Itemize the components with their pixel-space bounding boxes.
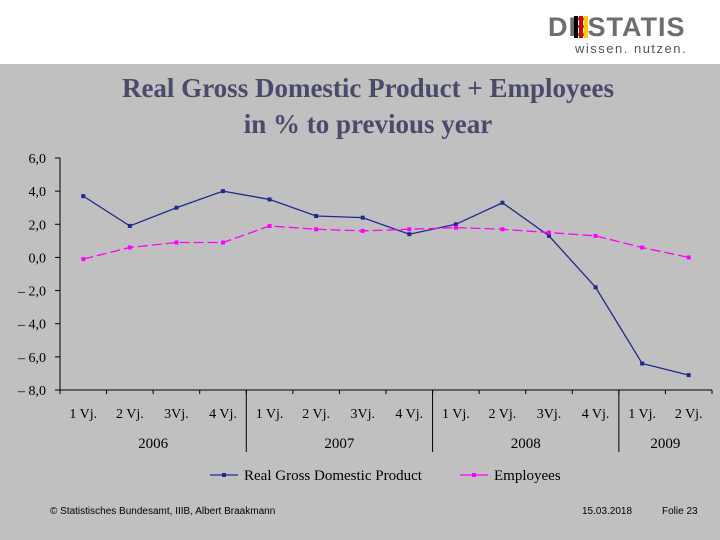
- x-tick-label: 3Vj.: [164, 407, 189, 422]
- series-line-employees: [83, 225, 689, 260]
- logo-bar-gold: [584, 16, 588, 38]
- logo-tagline: wissen. nutzen.: [575, 41, 688, 56]
- chart-title-line-1: Real Gross Domestic Product + Employees: [121, 73, 615, 103]
- data-point-employees: [221, 240, 225, 245]
- y-tick-label: 0,0: [29, 251, 47, 266]
- copyright-text: © Statistisches Bundesamt, IIIB, Albert …: [50, 506, 276, 517]
- logo-bar-black: [574, 16, 578, 38]
- x-tick-label: 2 Vj.: [489, 407, 517, 422]
- x-tick-label: 4 Vj.: [209, 407, 237, 422]
- x-tick-label: 1 Vj.: [628, 407, 656, 422]
- data-point-employees: [267, 223, 272, 228]
- x-tick-label: 2 Vj.: [302, 407, 330, 422]
- x-group-label: 2007: [324, 436, 355, 452]
- series-line-gdp: [82, 190, 689, 376]
- data-point-employees: [407, 227, 412, 232]
- data-point-gdp: [267, 197, 272, 202]
- destatis-logo: DESTATIS wissen. nutzen.: [548, 12, 708, 56]
- x-tick-label: 3Vj.: [350, 407, 375, 422]
- data-point-employees: [127, 245, 132, 250]
- data-point-employees: [640, 245, 645, 250]
- slide-number: Folie 23: [662, 506, 698, 517]
- header-bar: DESTATIS wissen. nutzen.: [0, 0, 720, 64]
- legend-label-gdp: Real Gross Domestic Product: [244, 468, 423, 484]
- logo-flag-bars: [574, 16, 590, 38]
- logo-wordmark: DESTATIS: [548, 12, 686, 42]
- chart-axes: [55, 157, 713, 452]
- data-point-employees: [593, 233, 598, 238]
- legend-marker: [222, 473, 226, 477]
- x-tick-label: 2 Vj.: [675, 407, 703, 422]
- data-point-gdp: [360, 215, 365, 220]
- data-point-gdp: [407, 232, 412, 237]
- data-point-employees: [453, 225, 458, 230]
- x-tick-labels: 1 Vj. 2 Vj. 3Vj. 4 Vj. 1 Vj. 2 Vj. 3Vj. 4 Vj. 1 …: [69, 407, 702, 422]
- chart-title: Real Gross Domestic Product + Employees …: [0, 70, 720, 142]
- legend-label-employees: Employees: [494, 468, 561, 484]
- data-point-employees: [500, 227, 505, 232]
- x-tick-label: 4 Vj.: [582, 407, 610, 422]
- data-point-gdp: [593, 285, 598, 290]
- chart-series: [81, 189, 691, 378]
- data-point-employees: [686, 255, 691, 260]
- x-tick-label: 1 Vj.: [256, 407, 284, 422]
- data-point-employees: [547, 230, 551, 235]
- line-chart: 6,0 4,0 2,0 0,0 – 2,0 – 4,0 – 6,0 – 8,0 1 Vj. 2 …: [17, 152, 713, 484]
- x-tick-label: 1 Vj.: [69, 407, 97, 422]
- y-tick-label: – 6,0: [17, 351, 46, 366]
- x-group-label: 2009: [650, 436, 680, 452]
- data-point-employees: [174, 240, 179, 245]
- x-tick-label: 4 Vj.: [395, 407, 423, 422]
- data-point-gdp: [221, 189, 225, 194]
- y-tick-label: 4,0: [29, 185, 47, 200]
- chart-title-line-2: in % to previous year: [243, 109, 493, 139]
- y-tick-label: – 4,0: [17, 318, 46, 333]
- x-tick-label: 1 Vj.: [442, 407, 470, 422]
- y-tick-labels: 6,0 4,0 2,0 0,0 – 2,0 – 4,0 – 6,0 – 8,0: [17, 152, 46, 399]
- logo-bar-red: [579, 16, 583, 38]
- y-tick-label: 2,0: [29, 218, 47, 233]
- data-point-gdp: [453, 222, 458, 227]
- y-tick-label: – 8,0: [17, 384, 46, 399]
- data-point-employees: [360, 228, 365, 233]
- x-group-label: 2008: [511, 436, 541, 452]
- data-point-gdp: [547, 233, 551, 238]
- data-point-employees: [81, 257, 86, 262]
- data-point-gdp: [500, 200, 505, 205]
- data-point-gdp: [127, 223, 132, 228]
- chart-legend: Real Gross Domestic Product Employees: [210, 468, 561, 484]
- data-point-gdp: [686, 373, 691, 378]
- slide-date: 15.03.2018: [582, 506, 633, 517]
- x-group-label: 2006: [138, 436, 169, 452]
- data-point-gdp: [640, 361, 645, 366]
- x-tick-label: 3Vj.: [537, 407, 562, 422]
- y-tick-label: – 2,0: [17, 285, 46, 300]
- x-group-labels: 2006 2007 2008 2009: [138, 436, 680, 452]
- data-point-gdp: [174, 205, 179, 210]
- data-point-employees: [314, 227, 319, 232]
- data-point-gdp: [314, 214, 319, 218]
- data-point-gdp: [81, 194, 86, 199]
- y-tick-label: 6,0: [29, 152, 47, 167]
- x-tick-label: 2 Vj.: [116, 407, 144, 422]
- legend-marker: [472, 473, 476, 477]
